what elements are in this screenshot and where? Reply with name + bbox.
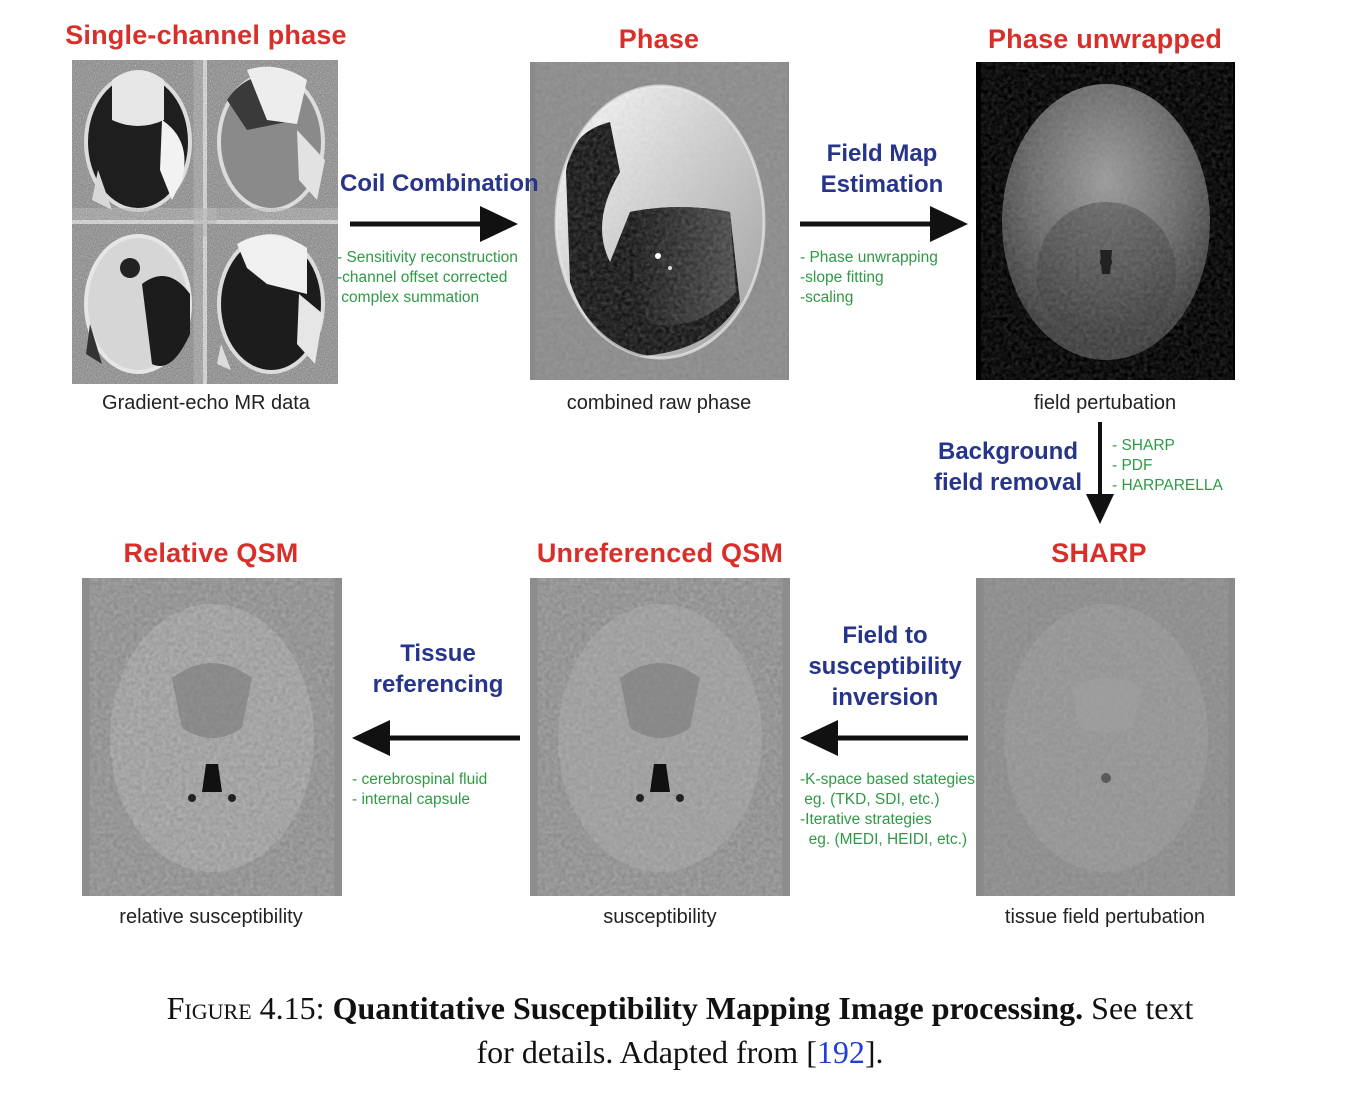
field-pertubation-caption: field pertubation xyxy=(1033,392,1177,414)
coil-combination-label: Coil Combination xyxy=(340,170,539,197)
field-to-susceptibility-notes: -K-space based stategies eg. (TKD, SDI, … xyxy=(800,771,975,848)
field-to-susceptibility-inversion-label: Field to susceptibility inversion xyxy=(808,622,962,711)
relative-qsm-image xyxy=(82,578,342,896)
background-field-removal-label: Background field removal xyxy=(933,438,1083,496)
coil-combination-notes: - Sensitivity reconstruction -channel of… xyxy=(337,249,518,306)
tissue-referencing-arrow xyxy=(352,720,520,756)
phase-unwrapped-title: Phase unwrapped xyxy=(987,24,1223,54)
single-channel-phase-image xyxy=(72,60,338,384)
sharp-image xyxy=(976,578,1235,896)
phase-unwrapped-image xyxy=(976,62,1235,380)
tissue-field-pertubation-caption: tissue field pertubation xyxy=(1004,906,1206,928)
tissue-referencing-notes: - cerebrospinal fluid - internal capsule xyxy=(352,771,488,808)
combined-raw-phase-caption: combined raw phase xyxy=(566,392,752,414)
tissue-referencing-label: Tissue referencing xyxy=(372,640,504,698)
figure-caption-line-1: Figure 4.15: Quantitative Susceptibility… xyxy=(0,990,1360,1027)
background-field-removal-notes: - SHARP - PDF - HARPARELLA xyxy=(1112,437,1223,494)
figure-bold-title: Quantitative Susceptibility Mapping Imag… xyxy=(332,990,1084,1026)
figure-caption-text2: for details. Adapted from [ xyxy=(476,1034,817,1070)
background-field-removal-arrow xyxy=(1086,422,1114,524)
field-map-estimation-label: Field Map Estimation xyxy=(820,140,944,198)
sharp-title: SHARP xyxy=(1051,538,1147,568)
single-channel-phase-title: Single-channel phase xyxy=(65,20,347,50)
figure-label: Figure 4.15: xyxy=(166,990,325,1026)
susceptibility-caption: susceptibility xyxy=(603,906,717,928)
unreferenced-qsm-image xyxy=(530,578,790,896)
relative-susceptibility-caption: relative susceptibility xyxy=(119,906,303,928)
gradient-echo-caption: Gradient-echo MR data xyxy=(102,392,310,414)
figure-caption-text1: See text xyxy=(1091,990,1194,1026)
figure-caption-text3: ]. xyxy=(864,1034,884,1070)
phase-image xyxy=(530,62,789,380)
unreferenced-qsm-title: Unreferenced QSM xyxy=(536,538,784,568)
field-to-susceptibility-arrow xyxy=(800,720,968,756)
reference-link[interactable]: 192 xyxy=(816,1034,865,1070)
field-map-estimation-notes: - Phase unwrapping -slope fitting -scali… xyxy=(800,249,938,306)
figure-caption-line-2: for details. Adapted from [192]. xyxy=(0,1034,1360,1071)
phase-title: Phase xyxy=(618,24,700,54)
coil-combination-arrow xyxy=(350,206,518,242)
field-map-estimation-arrow xyxy=(800,206,968,242)
relative-qsm-title: Relative QSM xyxy=(123,538,299,568)
